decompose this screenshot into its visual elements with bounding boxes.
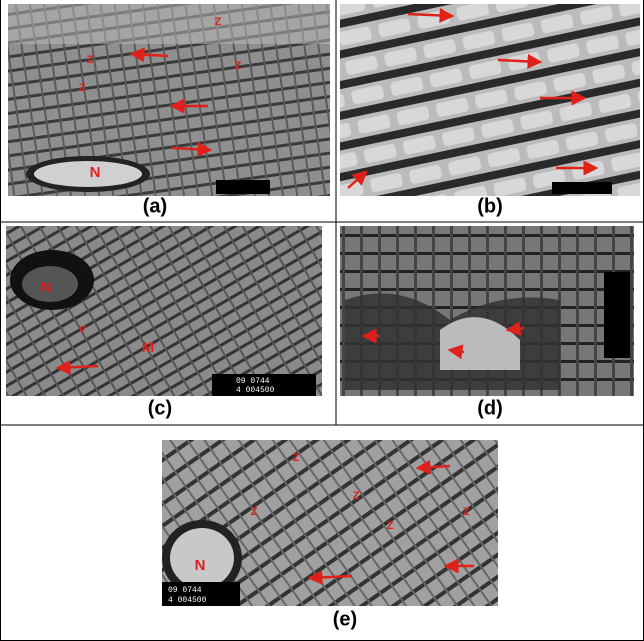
panel-label: (c) [148, 397, 172, 419]
annotation: Z [463, 506, 470, 518]
annotation: N [41, 279, 52, 296]
annotation: Z [353, 490, 360, 502]
annotation: Z [251, 506, 258, 518]
annotation: Z [79, 82, 86, 94]
panel-a: Z Z Z Z N (a) [8, 4, 330, 217]
scale-text: 09 0744 [168, 586, 202, 595]
scale-text: 4 004500 [168, 596, 207, 605]
panel-e: Z Z Z Z Z N 09 0744 4 004500 (e) [162, 440, 498, 630]
scale-text: 4 004500 [236, 386, 275, 395]
figure: Z Z Z Z N (a) (b) N V M 09 0744 4 004500… [0, 0, 644, 641]
annotation: Z [87, 54, 94, 66]
annotation: Z [235, 60, 242, 72]
panel-c: N V M 09 0744 4 004500 (c) [6, 226, 322, 419]
annotation: N [195, 557, 206, 574]
annotation: M [142, 339, 155, 356]
annotation: Z [293, 452, 300, 464]
panel-label: (d) [477, 397, 503, 419]
annotation: N [90, 164, 101, 181]
panel-d: (d) [340, 226, 634, 419]
annotation: V [78, 324, 86, 336]
panel-label: (e) [333, 608, 357, 630]
annotation: Z [387, 520, 394, 532]
panel-label: (a) [143, 195, 167, 217]
panel-label: (b) [477, 195, 503, 217]
scale-text: 09 0744 [236, 377, 270, 386]
annotation: Z [215, 16, 222, 28]
panel-b: (b) [340, 4, 640, 217]
